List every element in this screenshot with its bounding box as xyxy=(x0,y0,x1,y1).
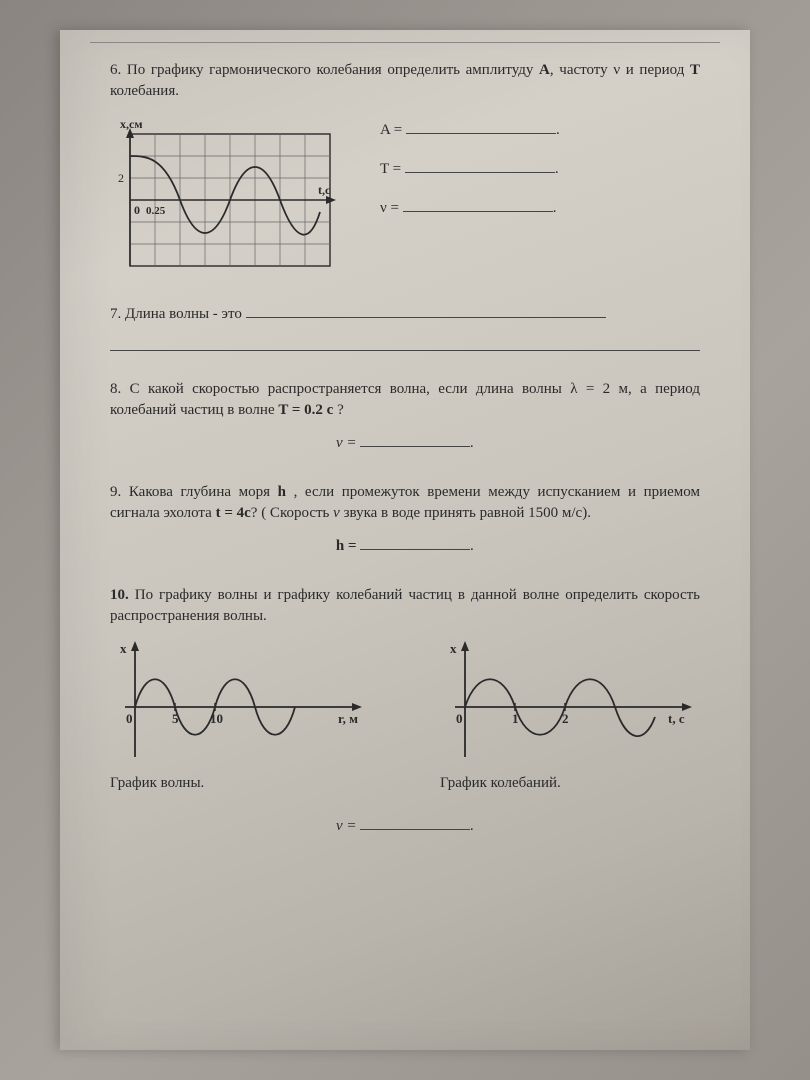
problem-8: 8. С какой скоростью распространяется во… xyxy=(110,379,700,454)
period: . xyxy=(556,122,560,138)
text: колебания. xyxy=(110,83,179,99)
problem-6: 6. По графику гармонического колебания о… xyxy=(110,60,700,276)
sym-T: T xyxy=(690,62,700,78)
period: . xyxy=(470,538,474,554)
wave-caption: График волны. xyxy=(110,773,370,794)
text: По графику гармонического колебания опре… xyxy=(127,62,539,78)
oscillation-graph: x t, с 0 1 2 xyxy=(440,637,700,767)
equation-v: v = . xyxy=(110,433,700,454)
period: . xyxy=(553,200,557,216)
eq-label: h = xyxy=(336,538,357,554)
problem-9: 9. Какова глубина моря h , если промежут… xyxy=(110,482,700,557)
blank-definition-line2[interactable] xyxy=(110,335,700,351)
answer-T-row: T = . xyxy=(380,159,700,180)
equation-h: h = . xyxy=(110,536,700,557)
answer-nu-row: ν = . xyxy=(380,198,700,219)
problem-8-text: 8. С какой скоростью распространяется во… xyxy=(110,379,700,421)
sym-v: v xyxy=(333,505,340,521)
text: звука в воде принять равной 1500 м/с). xyxy=(340,505,591,521)
label-T: T = xyxy=(380,161,401,177)
text: С какой скоростью распространяется волна… xyxy=(130,381,571,397)
problem-7: 7. Длина волны - это xyxy=(110,304,700,351)
problem-number: 10. xyxy=(110,587,129,603)
problem-10: 10. По графику волны и графику колебаний… xyxy=(110,585,700,837)
oscillation-graph-col: x t, с 0 1 2 График колебаний. xyxy=(440,637,700,794)
answer-A-row: A = . xyxy=(380,120,700,141)
wave-graph: x r, м 0 5 10 xyxy=(110,637,370,767)
ylabel: x xyxy=(120,641,127,656)
tick0: 0 xyxy=(126,711,133,726)
period: . xyxy=(555,161,559,177)
ylabel: x,см xyxy=(120,117,143,131)
wave-graph-col: x r, м 0 5 10 График волны. xyxy=(110,637,370,794)
text: ? xyxy=(333,402,343,418)
two-graphs: x r, м 0 5 10 График волны. x xyxy=(110,637,700,794)
blank-T[interactable] xyxy=(405,159,555,173)
label-A: A = xyxy=(380,122,402,138)
val-lambda: λ = 2 м xyxy=(570,381,628,397)
val-T: T = 0.2 с xyxy=(278,402,333,418)
problem-number: 6. xyxy=(110,62,121,78)
blank-A[interactable] xyxy=(406,120,556,134)
xlabel: t, с xyxy=(668,711,685,726)
text: ? ( Скорость xyxy=(251,505,333,521)
worksheet-page: 6. По графику гармонического колебания о… xyxy=(60,30,750,1050)
xlabel: t,с xyxy=(318,183,331,197)
text: Какова глубина моря xyxy=(129,484,278,500)
eq-label: v = xyxy=(336,818,357,834)
blank-nu[interactable] xyxy=(403,198,553,212)
problem-number: 9. xyxy=(110,484,121,500)
eq-label: v = xyxy=(336,435,357,451)
blank-v10[interactable] xyxy=(360,816,470,830)
equation-v10: v = . xyxy=(110,816,700,837)
text: , частоту xyxy=(550,62,613,78)
blank-v[interactable] xyxy=(360,433,470,447)
val-t: t = 4с xyxy=(216,505,251,521)
answer-fields: A = . T = . ν = . xyxy=(380,110,700,237)
problem-10-text: 10. По графику волны и графику колебаний… xyxy=(110,585,700,627)
tick0: 0 xyxy=(456,711,463,726)
text: и период xyxy=(620,62,690,78)
problem-6-text: 6. По графику гармонического колебания о… xyxy=(110,60,700,102)
period: . xyxy=(470,435,474,451)
problem-6-body: x,см xyxy=(110,110,700,276)
problem-number: 7. xyxy=(110,306,121,322)
problem-9-text: 9. Какова глубина моря h , если промежут… xyxy=(110,482,700,524)
period: . xyxy=(470,818,474,834)
ylabel: x xyxy=(450,641,457,656)
xlabel: r, м xyxy=(338,711,358,726)
blank-h[interactable] xyxy=(360,536,470,550)
problem-number: 8. xyxy=(110,381,121,397)
text: Длина волны - это xyxy=(125,306,242,322)
tick-x: 0.25 xyxy=(146,205,166,217)
label-nu: ν = xyxy=(380,200,399,216)
oscillation-chart: x,см xyxy=(110,116,340,276)
sym-h: h xyxy=(278,484,286,500)
text: По графику волны и графику колебаний час… xyxy=(110,587,700,624)
tick-0: 0 xyxy=(134,203,140,217)
sym-A: A xyxy=(539,62,550,78)
oscillation-caption: График колебаний. xyxy=(440,773,700,794)
blank-definition[interactable] xyxy=(246,304,606,318)
tick-y: 2 xyxy=(118,171,124,185)
